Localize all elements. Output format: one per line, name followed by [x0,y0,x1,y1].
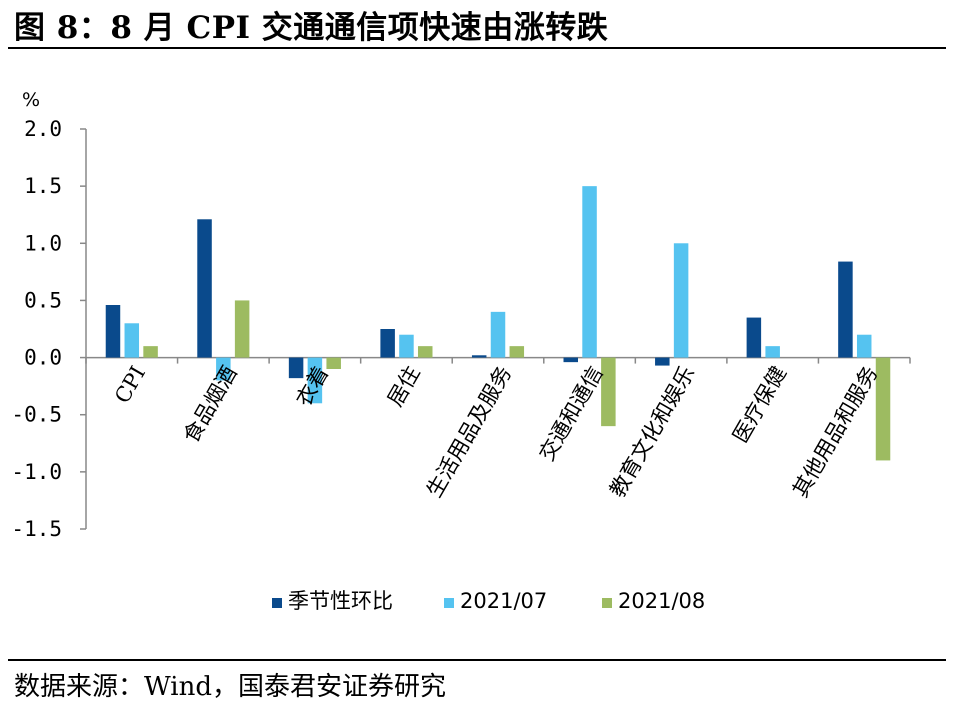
bar [655,357,670,366]
bar [417,346,433,358]
chart-legend: 季节性环比 2021/07 2021/08 [272,589,705,613]
x-tick-label: 医疗保健 [728,362,791,447]
legend-swatch [272,598,282,608]
y-tick-label: -1.0 [11,460,62,484]
legend-swatch [602,598,612,608]
bar [124,323,140,358]
bar [216,357,231,381]
bar [746,317,762,358]
bar [563,357,579,363]
y-tick-label: 0.5 [24,288,62,312]
x-tick-label: CPI [110,362,150,407]
bar [471,355,487,358]
bar [197,219,212,358]
x-tick-label: 其他用品和服务 [788,362,882,501]
bar [399,334,414,358]
bar [856,334,872,358]
y-tick-label: -0.5 [11,403,62,427]
bar [875,357,891,461]
x-tick-label: 教育文化和娱乐 [605,362,699,501]
y-tick-label: 2.0 [24,117,62,141]
legend-label: 2021/07 [460,589,547,613]
bar [143,346,158,358]
bar [582,186,597,358]
bar [380,329,395,358]
bar [509,346,525,358]
y-tick-label: -1.5 [11,517,62,541]
bar [288,357,304,379]
chart-bars [105,186,891,461]
legend-label: 季节性环比 [288,589,393,613]
title-rule [8,47,946,49]
y-unit-label: % [22,89,40,111]
legend-label: 2021/08 [618,589,705,613]
y-tick-label: 0.0 [24,346,62,370]
x-tick-label: 居住 [383,362,425,410]
y-tick-label: 1.0 [24,231,62,255]
bar [234,300,250,358]
x-tick-label: 食品烟酒 [179,362,242,447]
bar [673,243,689,358]
y-tick-label: 1.5 [24,174,62,198]
bar [307,357,323,404]
figure-title: 图 8：8 月 CPI 交通通信项快速由涨转跌 [14,10,609,46]
bar [601,357,616,427]
bar [105,305,121,358]
source-rule [8,659,946,661]
bar [838,261,853,358]
x-tick-label: 生活用品及服务 [422,362,516,501]
source-note: 数据来源：Wind，国泰君安证券研究 [14,672,446,702]
bar [490,311,506,358]
bar [765,346,780,358]
bar [326,357,341,369]
legend-swatch [444,598,454,608]
x-tick-label: 交通和通信 [535,362,608,465]
